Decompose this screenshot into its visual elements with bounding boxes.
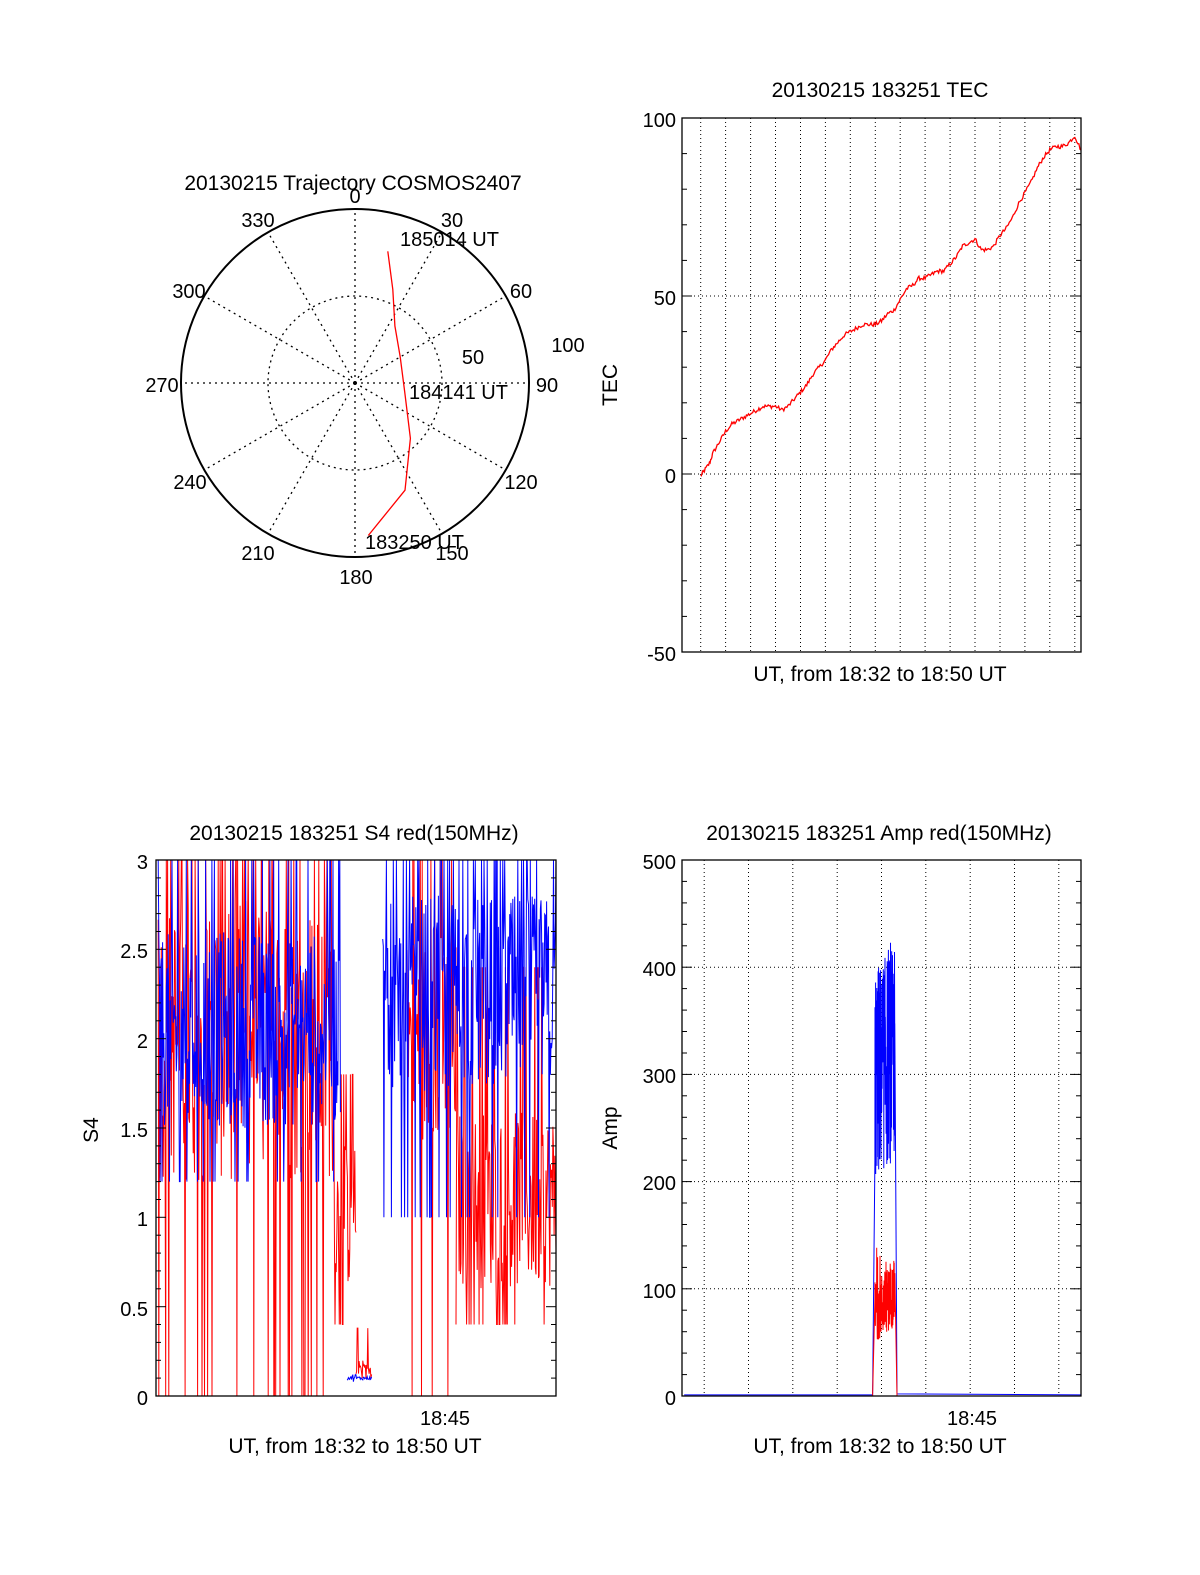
s4-ytick-1: 1 [137,1209,148,1231]
s4-red-trace [455,966,557,1325]
s4-blue-trace [382,859,557,1218]
s4-xlabel: UT, from 18:32 to 18:50 UT [228,1435,481,1458]
amp-red-trace [684,1247,1081,1397]
time-label-mid: 184141 UT [409,382,508,404]
tec-ytick-minus50: -50 [647,644,676,666]
amp-blue-series [684,942,1082,1396]
polar-trajectory-line [367,251,412,536]
amp-ytick-300: 300 [643,1066,676,1088]
azimuth-label-330: 330 [241,210,274,232]
polar-spoke-60 [354,295,507,384]
s4-ytick-0: 0 [137,1388,148,1410]
s4-ytick-0-5: 0.5 [120,1299,148,1321]
s4-ytick-2-5: 2.5 [120,941,148,963]
tec-ytick-100: 100 [643,110,676,132]
s4-title: 20130215 183251 S4 red(150MHz) [189,822,518,845]
amp-panel: 20130215 183251 Amp red(150MHz) 500 400 … [599,822,1082,1458]
radius-label-50: 50 [462,347,484,369]
amp-blue-trace [684,942,1082,1396]
amp-grid [682,860,1081,1396]
amp-ytick-0: 0 [665,1388,676,1410]
s4-red-trace [355,1327,373,1379]
time-label-end: 185014 UT [400,229,499,251]
s4-blue-trace [346,1374,373,1382]
azimuth-label-90: 90 [536,375,558,397]
polar-panel: 20130215 Trajectory COSMOS2407 0 30 60 9… [145,172,584,589]
azimuth-label-180: 180 [339,567,372,589]
tec-ylabel: TEC [599,364,622,406]
tec-minor-ticks [682,117,1081,653]
amp-title: 20130215 183251 Amp red(150MHz) [706,822,1052,845]
amp-plot-frame [681,859,1082,1397]
azimuth-label-150: 150 [435,543,468,565]
amp-xlabel: UT, from 18:32 to 18:50 UT [753,1435,1006,1458]
azimuth-label-60: 60 [510,281,532,303]
s4-xtick-1845: 18:45 [420,1408,470,1430]
tec-grid [682,118,1081,652]
azimuth-label-120: 120 [504,472,537,494]
s4-panel: 20130215 183251 S4 red(150MHz) 3 2.5 2 1… [80,822,557,1458]
s4-ytick-1-5: 1.5 [120,1120,148,1142]
tec-title: 20130215 183251 TEC [772,79,989,102]
s4-ytick-3: 3 [137,852,148,874]
polar-spoke-150 [354,382,443,535]
polar-spokes [181,209,529,557]
azimuth-label-240: 240 [173,472,206,494]
radius-label-100: 100 [551,335,584,357]
s4-ytick-2: 2 [137,1031,148,1053]
azimuth-label-210: 210 [241,543,274,565]
amp-minor-ticks [682,859,1081,1397]
tec-plot-frame [681,117,1082,653]
tec-xlabel: UT, from 18:32 to 18:50 UT [753,663,1006,686]
s4-plot-frame [155,859,557,1397]
azimuth-label-270: 270 [145,375,178,397]
amp-ytick-500: 500 [643,852,676,874]
s4-ylabel: S4 [80,1117,103,1143]
s4-red-trace [333,1073,357,1325]
polar-spoke-300 [203,295,356,384]
tec-ytick-50: 50 [654,288,676,310]
amp-ytick-400: 400 [643,959,676,981]
polar-inner-circle [267,295,443,471]
polar-spoke-240 [203,382,356,471]
amp-ytick-100: 100 [643,1281,676,1303]
amp-red-series [684,1247,1081,1397]
polar-spoke-330 [267,231,356,384]
polar-spoke-210 [267,382,356,535]
polar-outer-circle [180,208,530,558]
s4-blue-trace [157,859,341,1183]
tec-ytick-0: 0 [665,466,676,488]
polar-spoke-120 [354,382,507,471]
amp-ytick-200: 200 [643,1173,676,1195]
polar-title: 20130215 Trajectory COSMOS2407 [184,172,521,195]
polar-spoke-30 [354,231,443,384]
amp-xtick-1845: 18:45 [947,1408,997,1430]
azimuth-label-0: 0 [349,186,360,208]
azimuth-label-300: 300 [172,281,205,303]
amp-ylabel: Amp [599,1106,622,1149]
tec-panel: 20130215 183251 TEC 100 50 0 -50 TEC UT,… [599,79,1082,686]
time-label-start: 183250 UT [365,532,464,554]
azimuth-label-30: 30 [441,210,463,232]
tec-series-line [700,136,1082,477]
